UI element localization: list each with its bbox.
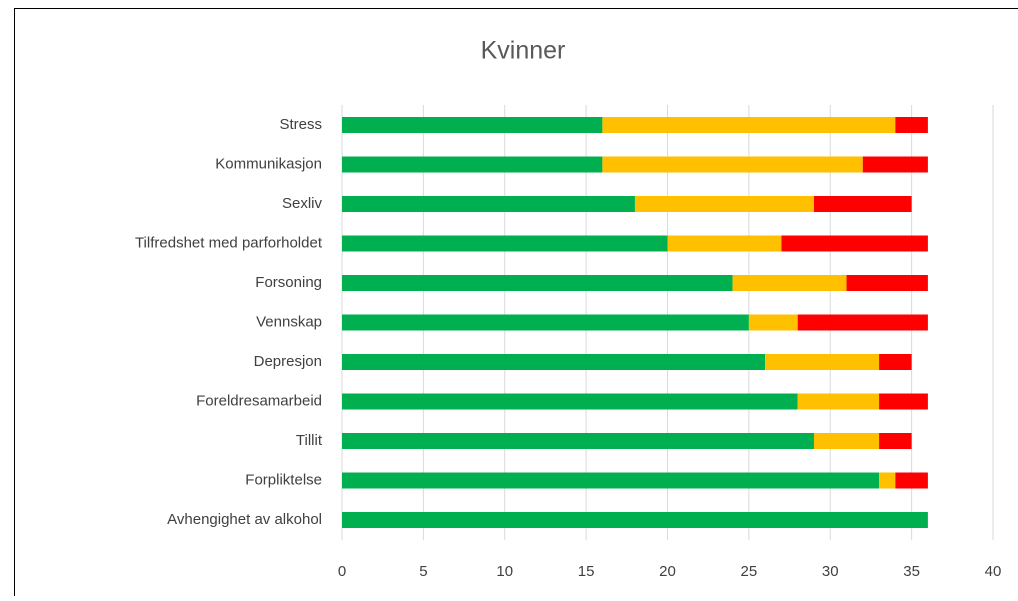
bar-segment — [342, 512, 928, 528]
bar-segment — [879, 354, 912, 370]
bar-segment — [879, 473, 895, 489]
chart-title: Kvinner — [481, 37, 566, 65]
bar-segment — [814, 196, 912, 212]
bar-segment — [342, 315, 749, 331]
bar-segment — [814, 433, 879, 449]
x-tick-label: 5 — [419, 563, 427, 580]
bar-segment — [733, 275, 847, 291]
bar-segment — [879, 394, 928, 410]
bar-segment — [847, 275, 928, 291]
bar-segment — [635, 196, 814, 212]
bar-segment — [342, 157, 602, 173]
y-tick-label: Forsoning — [255, 274, 322, 291]
y-tick-label: Stress — [279, 116, 322, 133]
y-tick-label: Foreldresamarbeid — [196, 392, 322, 409]
y-tick-label: Forpliktelse — [245, 471, 322, 488]
bar-segment — [765, 354, 879, 370]
bar-segment — [342, 275, 733, 291]
x-tick-label: 40 — [985, 563, 1002, 580]
x-tick-label: 35 — [903, 563, 920, 580]
bar-segment — [798, 315, 928, 331]
bar-segment — [602, 117, 895, 133]
bar-segment — [863, 157, 928, 173]
bar-segment — [668, 236, 782, 252]
y-tick-label: Tilfredshet med parforholdet — [135, 234, 323, 251]
bar-segment — [602, 157, 862, 173]
bar-segment — [895, 117, 928, 133]
bar-segment — [342, 433, 814, 449]
bar-segment — [342, 354, 765, 370]
bar-segment — [342, 473, 879, 489]
bar-segment — [342, 196, 635, 212]
bar-segment — [895, 473, 928, 489]
bar-segment — [879, 433, 912, 449]
y-tick-label: Avhengighet av alkohol — [167, 511, 322, 528]
x-tick-label: 20 — [659, 563, 676, 580]
bar-segment — [798, 394, 879, 410]
chart-frame — [15, 9, 1018, 597]
y-tick-label: Tillit — [296, 432, 323, 449]
x-tick-label: 30 — [822, 563, 839, 580]
y-tick-label: Sexliv — [282, 195, 323, 212]
x-tick-label: 25 — [741, 563, 758, 580]
x-tick-label: 0 — [338, 563, 346, 580]
y-tick-label: Depresjon — [254, 353, 322, 370]
bar-segment — [342, 394, 798, 410]
x-tick-label: 10 — [496, 563, 513, 580]
x-tick-label: 15 — [578, 563, 595, 580]
bar-segment — [749, 315, 798, 331]
bar-segment — [342, 117, 602, 133]
bar-segment — [781, 236, 927, 252]
y-tick-label: Kommunikasjon — [215, 155, 322, 172]
bar-segment — [342, 236, 668, 252]
y-tick-label: Vennskap — [256, 313, 322, 330]
